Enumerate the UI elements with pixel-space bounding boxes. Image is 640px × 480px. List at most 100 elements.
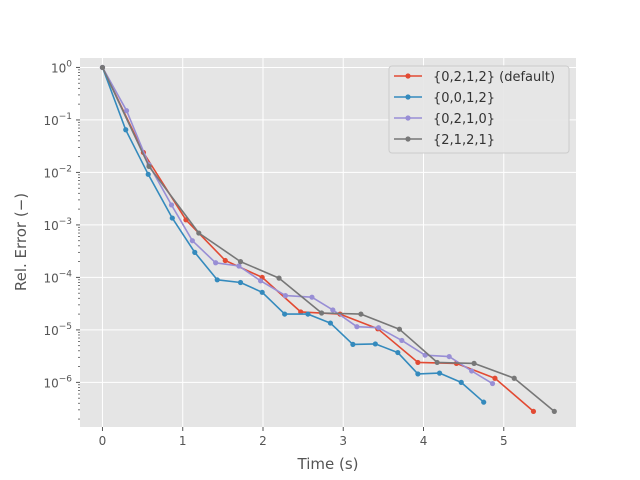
- data-point: [145, 171, 151, 177]
- x-axis-label: Time (s): [297, 455, 359, 473]
- legend-label: {0,2,1,2} (default): [433, 70, 555, 85]
- y-axis-label: Rel. Error (−): [12, 193, 30, 291]
- legend-item: {0,2,1,0}: [394, 112, 495, 127]
- data-point: [213, 260, 219, 266]
- data-point: [196, 230, 202, 236]
- y-tick-label: 100: [51, 59, 72, 75]
- data-point: [305, 311, 311, 317]
- data-point: [168, 202, 175, 208]
- data-point: [123, 127, 129, 133]
- data-point: [123, 108, 130, 114]
- data-point: [318, 310, 325, 316]
- data-point: [481, 399, 487, 405]
- y-tick-exponent: −6: [59, 374, 73, 384]
- data-point: [434, 359, 440, 366]
- data-point: [330, 307, 336, 313]
- data-point: [257, 278, 264, 284]
- y-tick-base: 10: [43, 376, 58, 390]
- data-point: [492, 375, 498, 381]
- data-point: [446, 353, 452, 360]
- legend-marker: [405, 73, 411, 79]
- data-point: [236, 263, 242, 269]
- data-point: [395, 349, 401, 356]
- data-point: [169, 215, 175, 221]
- data-point: [276, 275, 282, 281]
- data-point: [436, 370, 443, 376]
- data-point: [375, 325, 382, 331]
- series-{0,0,1,2}: [99, 64, 487, 405]
- data-point: [372, 341, 378, 347]
- y-tick-base: 10: [43, 114, 58, 128]
- data-point: [358, 311, 364, 317]
- series-layer: [99, 64, 557, 415]
- data-point: [354, 324, 360, 330]
- data-point: [214, 277, 220, 283]
- data-point: [458, 379, 464, 385]
- data-point: [415, 359, 421, 366]
- y-tick-base: 10: [43, 271, 58, 285]
- y-tick-exponent: −5: [59, 322, 72, 332]
- data-point: [259, 289, 265, 295]
- x-tick-label: 4: [420, 434, 428, 448]
- legend-marker: [405, 94, 411, 100]
- series-{2,1,2,1}: [99, 64, 557, 415]
- legend-label: {0,0,1,2}: [433, 91, 495, 106]
- data-point: [396, 326, 403, 332]
- y-tick-exponent: 0: [66, 59, 72, 69]
- data-point: [192, 249, 198, 255]
- data-point: [469, 368, 475, 374]
- series-line: [101, 67, 555, 413]
- x-tick-label: 5: [500, 434, 508, 448]
- x-tick-label: 0: [99, 434, 107, 448]
- y-tick-exponent: −2: [59, 164, 72, 174]
- grid: [80, 58, 576, 427]
- y-tick-exponent: −3: [59, 217, 72, 227]
- y-tick-label: 10−1: [43, 112, 72, 128]
- y-tick-exponent: −1: [59, 112, 72, 122]
- y-tick-label: 10−6: [43, 374, 72, 390]
- y-tick-label: 10−2: [43, 164, 72, 180]
- y-tick-label: 10−4: [43, 269, 72, 285]
- y-tick-exponent: −4: [59, 269, 73, 279]
- x-tick-label: 2: [259, 434, 267, 448]
- series-line: [101, 67, 485, 403]
- y-tick-label: 10−5: [43, 322, 72, 338]
- data-point: [471, 360, 477, 366]
- data-point: [489, 380, 496, 387]
- data-point: [511, 375, 517, 381]
- data-point: [282, 293, 289, 299]
- data-point: [298, 309, 304, 315]
- data-point: [350, 341, 356, 347]
- data-point: [399, 337, 405, 344]
- data-point: [99, 64, 106, 71]
- data-point: [222, 257, 228, 264]
- legend-label: {2,1,2,1}: [433, 133, 495, 148]
- y-tick-label: 10−3: [43, 217, 72, 233]
- legend: {0,2,1,2} (default) {0,0,1,2} {0,2,1,0} {2,…: [388, 65, 570, 154]
- data-point: [237, 279, 244, 286]
- data-point: [237, 259, 244, 265]
- y-tick-base: 10: [43, 166, 58, 180]
- legend-marker: [405, 136, 411, 142]
- data-point: [415, 371, 421, 377]
- x-tick-label: 3: [339, 434, 347, 448]
- legend-marker: [405, 115, 411, 121]
- data-point: [327, 320, 334, 326]
- data-point: [282, 311, 288, 317]
- y-tick-base: 10: [51, 61, 66, 75]
- legend-item: {0,0,1,2}: [394, 91, 495, 106]
- data-point: [146, 163, 152, 170]
- data-point: [551, 408, 557, 415]
- data-point: [530, 408, 537, 415]
- legend-label: {0,2,1,0}: [433, 112, 495, 127]
- legend-item: {2,1,2,1}: [394, 133, 495, 148]
- data-point: [189, 238, 195, 244]
- x-axis: 0 1 2 3 4 5: [99, 427, 508, 448]
- data-point: [309, 294, 315, 300]
- legend-box: [388, 65, 570, 154]
- legend-item: {0,2,1,2} (default): [394, 70, 555, 85]
- x-tick-label: 1: [179, 434, 187, 448]
- y-tick-base: 10: [43, 219, 58, 233]
